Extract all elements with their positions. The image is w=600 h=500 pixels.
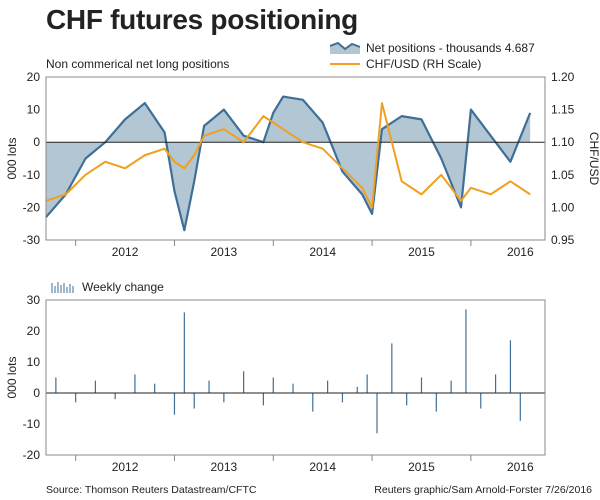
- top-y2-tick-label: 1.05: [551, 168, 575, 182]
- bottom-y-tick-label: 30: [27, 293, 41, 307]
- net-swatch-icon: [330, 42, 360, 54]
- top-y-tick-label: -10: [23, 168, 41, 182]
- bar-swatch-icon: [51, 282, 74, 293]
- bottom-y-tick-label: 0: [33, 386, 40, 400]
- bottom-legend: Weekly change: [50, 280, 164, 294]
- legend-label-net: Net positions - thousands 4.687: [366, 41, 535, 55]
- source-note: Source: Thomson Reuters Datastream/CFTC: [46, 484, 257, 496]
- bottom-x-tick-label: 2016: [507, 460, 534, 474]
- chart-title: CHF futures positioning: [46, 4, 358, 35]
- top-y-tick-label: -20: [23, 200, 41, 214]
- top-x-tick-label: 2016: [507, 245, 534, 259]
- legend-item-chf: CHF/USD (RH Scale): [330, 56, 535, 72]
- top-plot: 20 10 0 -10 -20 -30 1.20 1.15 1.10 1.05 1.00 0.95 00…: [5, 70, 600, 259]
- top-y-tick-label: 0: [33, 135, 40, 149]
- top-y-tick-label: -30: [23, 233, 41, 247]
- bottom-y-axis-label: 000 lots: [5, 356, 19, 398]
- top-legend: Net positions - thousands 4.687 CHF/USD …: [330, 40, 535, 72]
- bottom-y-tick-label: 20: [27, 324, 41, 338]
- top-x-tick-label: 2013: [211, 245, 238, 259]
- bottom-x-tick-label: 2012: [112, 460, 139, 474]
- bottom-x-tick-label: 2014: [309, 460, 336, 474]
- top-y2-axis-label: CHF/USD: [587, 132, 600, 186]
- legend-item-net: Net positions - thousands 4.687: [330, 40, 535, 56]
- top-y2-tick-label: 1.00: [551, 200, 575, 214]
- bottom-y-tick-label: 10: [27, 355, 41, 369]
- net-positions-line: [45, 95, 532, 232]
- top-y-tick-label: 20: [27, 70, 41, 84]
- top-y2-tick-label: 1.20: [551, 70, 575, 84]
- credit-note: Reuters graphic/Sam Arnold-Forster 7/26/…: [374, 484, 592, 496]
- chart-subtitle: Non commerical net long positions: [46, 57, 230, 71]
- bottom-plot: 30 20 10 0 -10 -20 000 lots 2012 2013 2014 2015 201…: [5, 293, 546, 474]
- top-plot-border: [45, 76, 546, 241]
- top-y2-tick-label: 1.15: [551, 103, 575, 117]
- legend-label-weekly: Weekly change: [82, 280, 164, 294]
- net-positions-area: [46, 96, 531, 231]
- chf-usd-line: [45, 102, 531, 209]
- top-x-tick-label: 2012: [112, 245, 139, 259]
- top-x-tick-label: 2015: [408, 245, 435, 259]
- bottom-x-tick-label: 2013: [211, 460, 238, 474]
- bottom-plot-border: [45, 299, 546, 456]
- top-y2-tick-label: 1.10: [551, 135, 575, 149]
- top-y2-tick-label: 0.95: [551, 233, 575, 247]
- top-y-axis-label: 000 lots: [5, 137, 19, 179]
- bottom-x-tick-label: 2015: [408, 460, 435, 474]
- bottom-y-tick-label: -10: [23, 417, 41, 431]
- legend-label-chf: CHF/USD (RH Scale): [366, 57, 482, 71]
- top-y-tick-label: 10: [27, 103, 41, 117]
- chf-swatch-icon: [330, 63, 360, 65]
- top-x-tick-label: 2014: [309, 245, 336, 259]
- bottom-y-tick-label: -20: [23, 448, 41, 462]
